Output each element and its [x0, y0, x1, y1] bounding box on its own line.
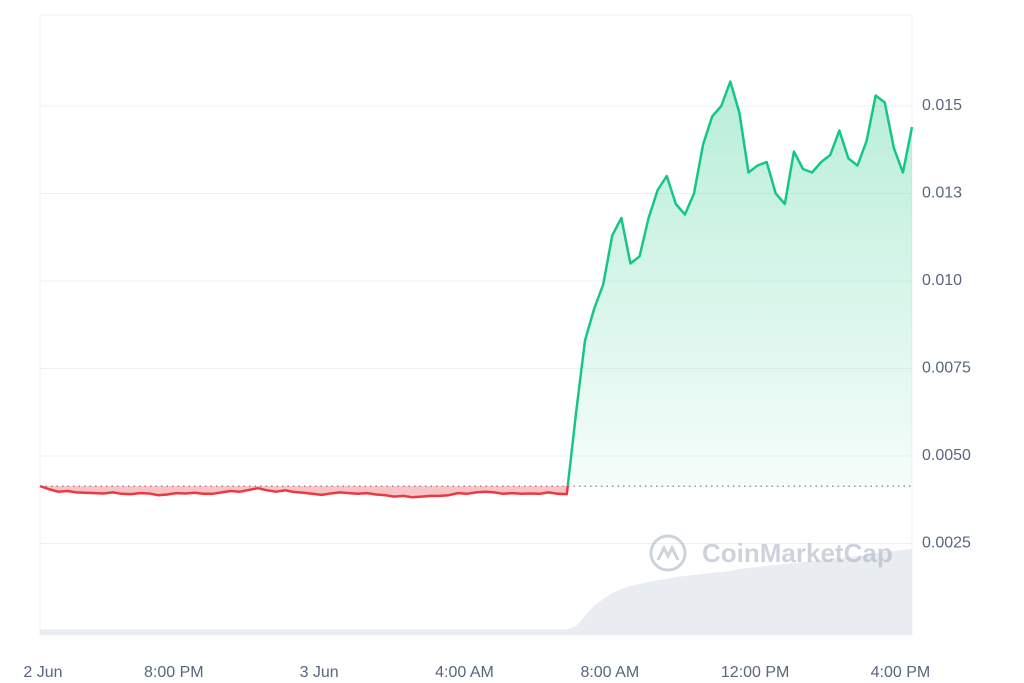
price-line [39, 80, 914, 499]
y-tick-label: 0.0050 [922, 447, 971, 464]
x-tick-label: 4:00 PM [871, 664, 931, 681]
watermark: CoinMarketCap [649, 534, 893, 572]
y-tick-label: 0.015 [922, 97, 962, 114]
x-tick-label: 8:00 PM [144, 664, 204, 681]
x-tick-label: 4:00 AM [435, 664, 494, 681]
watermark-text: CoinMarketCap [702, 538, 893, 568]
volume-area [40, 549, 912, 635]
y-tick-label: 0.013 [922, 185, 962, 202]
x-tick-label: 3 Jun [300, 664, 339, 681]
watermark-logo [649, 534, 687, 572]
price-area [40, 81, 912, 498]
x-tick-label: 8:00 AM [580, 664, 639, 681]
x-tick-label: 12:00 PM [721, 664, 789, 681]
watermark-logo-mark [656, 544, 680, 561]
x-tick-label: 2 Jun [23, 664, 62, 681]
y-tick-label: 0.0025 [922, 535, 971, 552]
y-tick-label: 0.0075 [922, 360, 971, 377]
y-tick-label: 0.010 [922, 272, 962, 289]
